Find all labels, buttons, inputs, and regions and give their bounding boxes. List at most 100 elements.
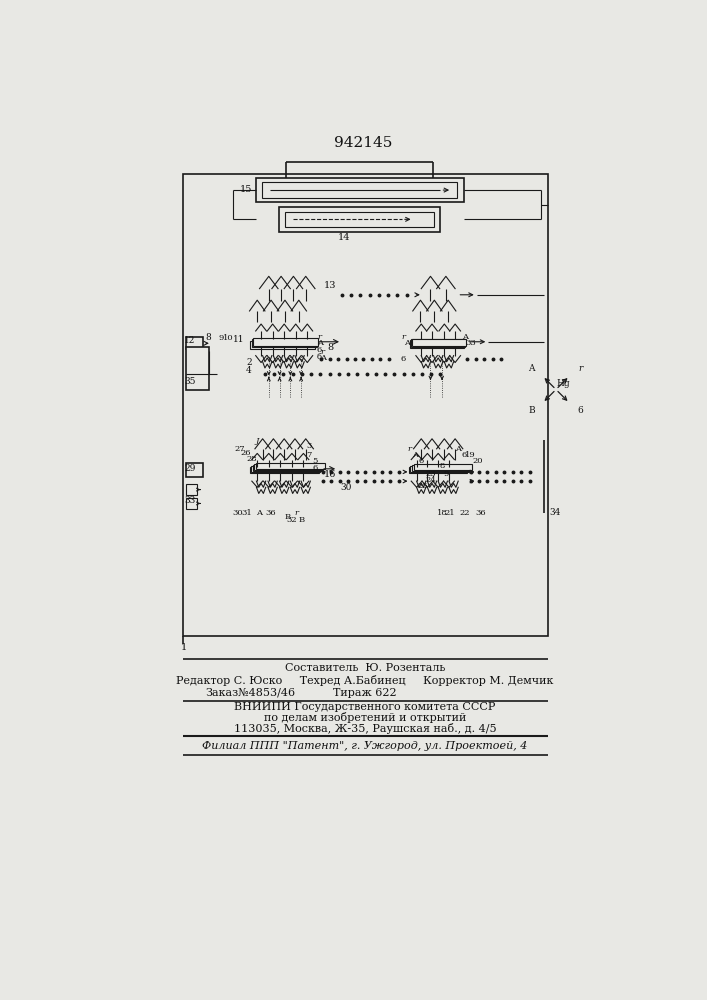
Text: 36: 36 [475,509,486,517]
Text: B: B [528,406,534,415]
Text: J: J [255,437,259,445]
Text: A: A [412,451,418,459]
Text: 6: 6 [462,451,467,459]
Text: 22: 22 [460,509,470,517]
Text: Составитель  Ю. Розенталь: Составитель Ю. Розенталь [285,663,445,673]
Bar [412,465,471,471]
Text: 33: 33 [184,496,195,505]
Bar [253,338,318,346]
Text: 15: 15 [240,185,252,194]
Text: 26: 26 [240,449,251,457]
Text: 35: 35 [184,377,196,386]
Text: 34: 34 [550,508,561,517]
Text: 27: 27 [234,445,245,453]
Bar [262,182,457,198]
Text: 1: 1 [181,643,187,652]
Text: r: r [402,333,406,341]
Bar [250,467,319,473]
Bar [256,178,464,202]
Text: A: A [317,339,322,347]
Text: A: A [455,445,461,453]
Bar [254,464,324,470]
Text: 6: 6 [419,457,424,465]
Text: 14: 14 [338,233,351,242]
Text: 4: 4 [246,366,252,375]
Text: A: A [320,354,326,362]
Text: 8: 8 [327,343,334,352]
Bar [182,174,549,636]
Text: 5: 5 [312,457,317,465]
Bar [414,464,472,470]
Text: 28: 28 [247,455,257,463]
Text: 25: 25 [417,482,428,490]
Bar [252,339,317,347]
Bar [187,484,197,495]
Text: 3: 3 [306,442,312,450]
Text: 6: 6 [578,406,583,415]
Bar [409,467,467,473]
Text: 16: 16 [325,470,337,479]
Text: Филиал ППП "Патент", г. Ужгород, ул. Проектоей, 4: Филиал ППП "Патент", г. Ужгород, ул. Про… [202,741,527,751]
Text: 29: 29 [184,464,195,473]
Text: 24: 24 [425,476,436,484]
Text: Hg: Hg [557,379,571,388]
Bar [250,341,315,349]
Text: 7: 7 [306,451,312,459]
Bar [252,465,322,471]
Bar [411,339,465,347]
Text: ВНИИПИ Государственного комитета СССР: ВНИИПИ Государственного комитета СССР [234,702,496,712]
Text: б: б [317,353,322,361]
Text: A: A [257,509,262,517]
Text: A: A [528,364,534,373]
Text: Тираж 622: Тираж 622 [333,688,397,698]
Text: по делам изобретений и открытий: по делам изобретений и открытий [264,712,466,723]
Text: 113035, Москва, Ж-35, Раушская наб., д. 4/5: 113035, Москва, Ж-35, Раушская наб., д. … [234,723,496,734]
Text: 36: 36 [265,509,276,517]
Text: 11: 11 [233,335,244,344]
Text: r: r [317,333,322,341]
Text: 8: 8 [439,462,445,471]
Text: 30: 30 [340,483,351,492]
Bar [279,207,440,232]
Text: Редактор С. Юско     Техред А.Бабинец     Корректор М. Демчик: Редактор С. Юско Техред А.Бабинец Коррек… [176,675,554,686]
Text: 23: 23 [425,470,436,478]
Text: 20: 20 [473,457,484,465]
Bar [251,466,320,472]
Text: A: A [462,333,468,341]
Text: 33: 33 [465,339,476,347]
Text: 32: 32 [286,516,297,524]
Text: r: r [321,348,325,356]
Text: 6: 6 [317,346,322,354]
Text: 18: 18 [437,509,448,517]
Text: 9: 9 [443,470,448,478]
Bar [411,466,469,472]
Text: 31: 31 [242,509,252,517]
Bar [187,337,204,349]
Text: 21: 21 [445,509,455,517]
Text: 6: 6 [401,355,406,363]
Text: 6: 6 [312,464,317,472]
Text: 9: 9 [218,334,223,342]
Text: 10: 10 [223,334,234,342]
Text: A: A [404,339,410,347]
Text: r: r [407,445,411,453]
Bar [411,340,464,348]
Text: B: B [285,513,291,521]
Bar [412,339,466,346]
Bar [187,498,197,509]
Bar [256,463,325,469]
Bar [187,463,204,477]
Text: 2: 2 [246,358,252,367]
Text: 30: 30 [233,509,243,517]
Text: r: r [295,509,298,517]
Text: B: B [298,516,304,524]
Text: 942145: 942145 [334,136,392,150]
Bar [285,212,434,227]
Text: 8: 8 [206,333,211,342]
Text: 12: 12 [184,336,195,345]
Text: Заказ№4853/46: Заказ№4853/46 [206,688,296,698]
Bar [187,347,209,389]
Text: r: r [578,364,583,373]
Text: 13: 13 [324,281,337,290]
Text: 19: 19 [465,451,476,459]
